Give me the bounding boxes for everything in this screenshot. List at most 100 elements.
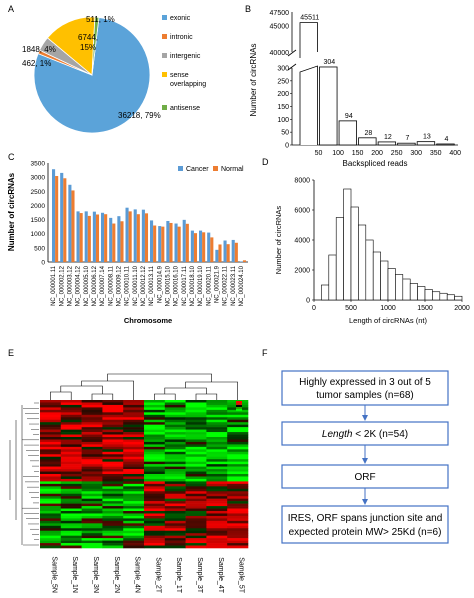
c-bar-normal xyxy=(128,211,132,262)
e-heatmap-cell xyxy=(81,501,103,504)
e-heatmap-cell xyxy=(81,476,103,480)
e-heatmap-cell xyxy=(81,481,103,485)
e-heatmap-cell xyxy=(227,496,249,499)
e-heatmap-cell xyxy=(40,444,62,448)
e-heatmap-cell xyxy=(123,456,145,460)
e-heatmap-cell xyxy=(102,511,124,514)
c-bar-cancer xyxy=(223,240,227,262)
e-heatmap-cell xyxy=(40,481,62,485)
e-heatmap-cell xyxy=(102,456,124,460)
e-heatmap-cell xyxy=(123,503,145,507)
e-heatmap-cell xyxy=(185,400,207,403)
e-heatmap-cell xyxy=(123,493,145,497)
e-heatmap-cell xyxy=(40,540,62,544)
e-heatmap-cell xyxy=(40,434,62,438)
e-heatmap-cell xyxy=(40,508,62,512)
flowchart-filtering: Highly expressed in 3 out of 5 tumor sam… xyxy=(281,370,449,544)
e-heatmap-cell xyxy=(206,481,228,485)
e-heatmap-cell xyxy=(164,491,186,495)
d-hist-bar xyxy=(365,239,374,301)
e-heatmap-cell xyxy=(206,491,228,495)
e-heatmap-cell xyxy=(185,417,207,421)
c-ytick: 2500 xyxy=(31,189,46,196)
e-heatmap-cell xyxy=(40,459,62,462)
e-heatmap-cell xyxy=(102,427,124,430)
e-heatmap-cell xyxy=(164,474,186,477)
c-bar-normal xyxy=(185,223,189,262)
c-xtick: NC_000012.12 xyxy=(141,265,147,306)
e-heatmap-cell xyxy=(206,525,228,529)
d-hist-bar xyxy=(439,292,448,301)
e-heatmap-cell xyxy=(123,481,145,485)
e-heatmap-cell xyxy=(40,419,62,423)
legend-label-sense-line2: overlapping xyxy=(170,81,206,88)
e-heatmap-cell xyxy=(102,520,124,524)
e-heatmap-cell xyxy=(206,493,228,497)
e-heatmap-cell xyxy=(40,466,62,470)
e-heatmap-cell xyxy=(227,424,249,428)
c-x-axis-label: Chromosome xyxy=(124,316,172,325)
e-heatmap-cell xyxy=(81,478,103,482)
e-heatmap-cell xyxy=(227,523,249,527)
e-heatmap-cell xyxy=(81,417,103,421)
e-heatmap-cell xyxy=(60,459,82,462)
e-heatmap-cell xyxy=(40,538,62,541)
e-heatmap-cell xyxy=(164,437,186,440)
e-heatmap-cell xyxy=(185,476,207,480)
e-heatmap-cell xyxy=(185,496,207,499)
c-bar-cancer xyxy=(158,226,162,262)
e-heatmap-cell xyxy=(144,444,166,448)
e-heatmap-cell xyxy=(185,486,207,490)
e-heatmap-cell xyxy=(40,528,62,532)
e-heatmap-cell xyxy=(40,439,62,443)
e-heatmap-cell xyxy=(164,404,186,408)
e-heatmap-cell xyxy=(227,434,249,438)
e-heatmap-cell xyxy=(144,432,166,435)
e-heatmap-cell xyxy=(123,540,145,544)
e-column-label: Sample_3N xyxy=(92,556,99,593)
e-heatmap-cell xyxy=(185,501,207,504)
b-axis-break-mark xyxy=(287,49,297,57)
b-value-label: 4 xyxy=(445,136,449,143)
c-bar-cancer xyxy=(199,230,203,262)
e-column-label: Sample_4T xyxy=(217,557,224,594)
e-heatmap-cell xyxy=(123,476,145,480)
e-heatmap-cell xyxy=(81,493,103,497)
e-heatmap-cell xyxy=(102,409,124,413)
e-heatmap-cell xyxy=(206,474,228,477)
c-bar-normal xyxy=(144,213,149,262)
e-heatmap-cell xyxy=(123,523,145,527)
b-xtick: 200 xyxy=(371,150,383,157)
e-row-dendrogram xyxy=(9,405,23,545)
e-heatmap-cell xyxy=(60,439,82,443)
legend-label-exonic: exonic xyxy=(170,15,191,22)
e-heatmap-cell xyxy=(123,474,145,477)
e-heatmap-cell xyxy=(164,466,186,470)
e-heatmap-cell xyxy=(164,520,186,524)
e-column-label: Sample_4N xyxy=(134,556,141,593)
c-xtick: NC_000024.10 xyxy=(239,265,245,306)
pie-label-sense-overlapping-line1: 6744, xyxy=(78,33,98,42)
e-heatmap-cell xyxy=(185,520,207,524)
e-heatmap-cell xyxy=(123,461,145,465)
c-bar-cancer xyxy=(68,184,72,262)
b-ytick-upper: 47500 xyxy=(270,10,290,17)
e-heatmap-cell xyxy=(40,449,62,453)
e-heatmap-cell xyxy=(144,407,166,411)
e-heatmap-cell xyxy=(185,409,207,413)
flow-box-1-line1: Highly expressed in 3 out of 5 xyxy=(299,377,431,388)
e-heatmap-cell xyxy=(164,540,186,544)
d-ytick: 0 xyxy=(306,298,310,305)
legend-swatch-cancer xyxy=(178,166,183,171)
d-ytick: 2000 xyxy=(294,268,310,275)
e-heatmap-cell xyxy=(164,511,186,514)
c-bar-cancer xyxy=(76,211,80,262)
pie-label-intronic: 462, 1% xyxy=(22,59,51,68)
e-heatmap-cell xyxy=(123,511,145,514)
e-heatmap-cell xyxy=(144,404,166,408)
e-heatmap-cell xyxy=(102,434,124,438)
e-heatmap-cell xyxy=(81,540,103,544)
e-heatmap-cell xyxy=(227,493,249,497)
e-heatmap-cell xyxy=(164,496,186,499)
flow-box-4-line2: expected protein MW> 25Kd (n=6) xyxy=(289,527,442,538)
